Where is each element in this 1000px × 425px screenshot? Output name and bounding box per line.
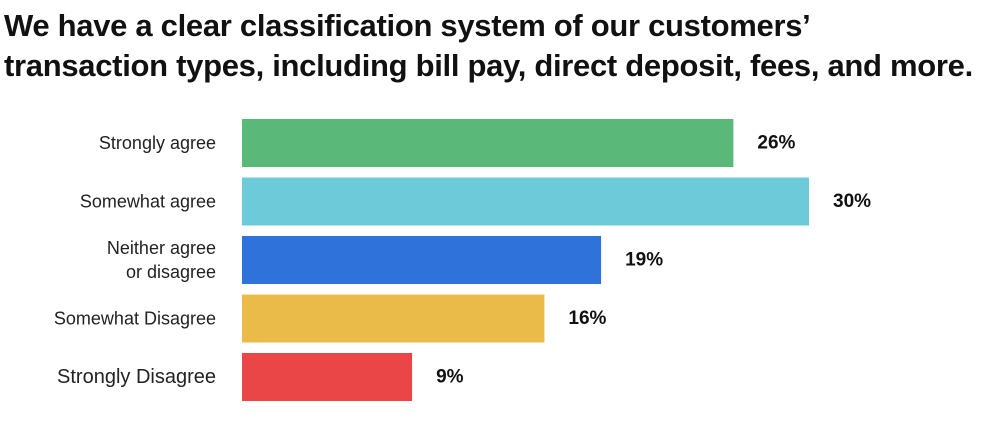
value-label-0: 26% [757,133,795,154]
category-label-2-line-0: Neither agree [107,238,216,258]
value-label-4: 9% [436,367,464,388]
value-label-1: 30% [833,191,871,212]
category-label-4: Strongly Disagree [57,366,216,388]
value-label-2: 19% [625,250,663,271]
category-label-0: Strongly agree [99,133,216,153]
bar-1 [242,177,809,226]
bar-4 [242,353,413,401]
category-label-1: Somewhat agree [80,192,216,212]
bar-2 [242,236,602,284]
chart-title: We have a clear classification system of… [4,6,994,86]
category-label-2-line-1: or disagree [126,262,216,282]
chart-title-line-2: transaction types, including bill pay, d… [4,48,973,83]
bar-0 [242,119,734,167]
category-label-3: Somewhat Disagree [54,309,216,329]
bar-3 [242,294,545,343]
value-label-3: 16% [568,308,606,329]
chart-title-line-1: We have a clear classification system of… [4,8,811,43]
